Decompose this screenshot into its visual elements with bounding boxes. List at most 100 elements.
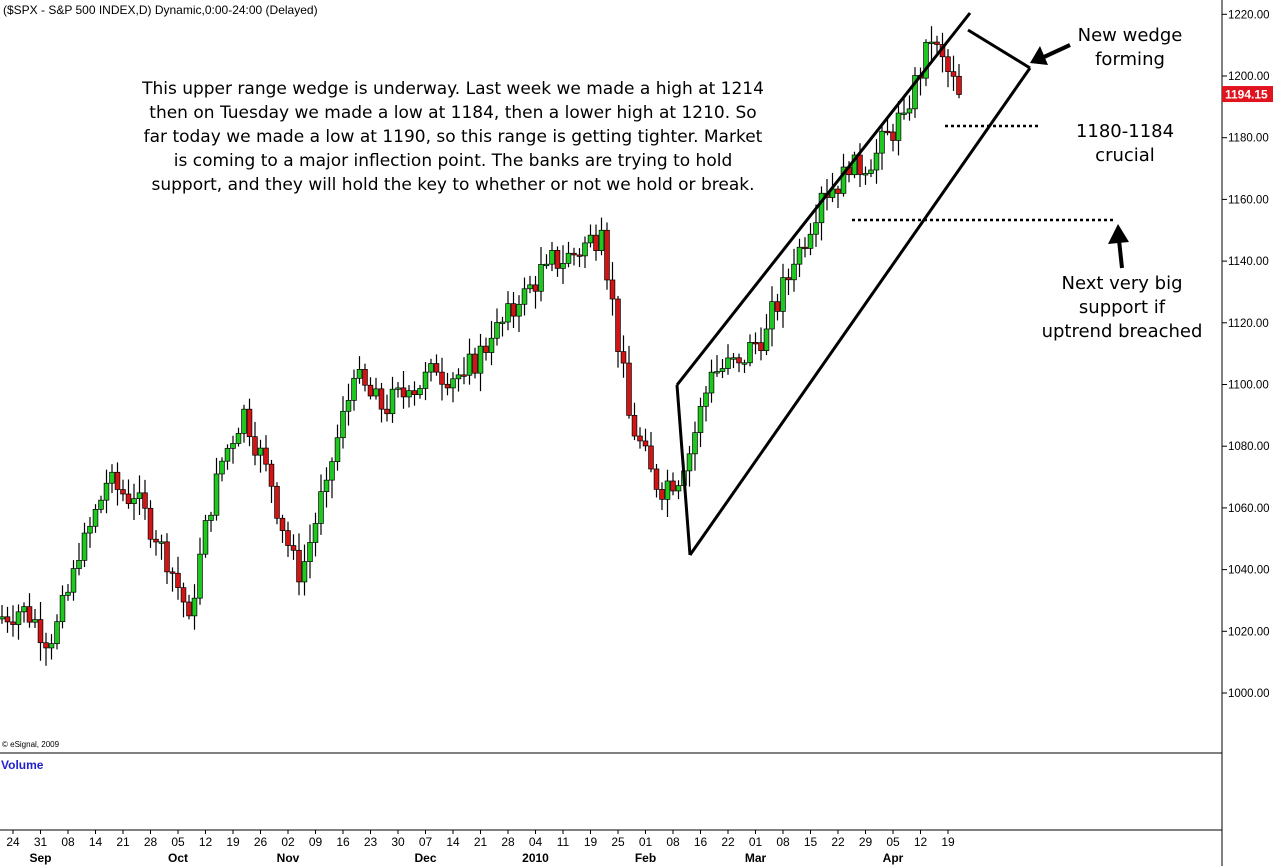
- candle-up: [48, 643, 55, 649]
- y-tick-label: 1120.00: [1228, 318, 1269, 330]
- candle-up: [879, 130, 885, 154]
- x-tick-label: 29: [859, 835, 873, 849]
- candle-up: [505, 303, 511, 323]
- candle-up: [499, 321, 506, 324]
- candle-down: [956, 75, 962, 95]
- candle-up: [21, 606, 27, 613]
- candle-down: [433, 363, 440, 373]
- support-arrow: [1108, 224, 1129, 269]
- x-tick-label: 19: [226, 835, 240, 849]
- commentary-line: is coming to a major inflection point. T…: [174, 151, 733, 171]
- candle-up: [714, 371, 720, 374]
- candle-up: [488, 337, 495, 353]
- candle-down: [554, 250, 561, 269]
- candle-down: [164, 541, 170, 573]
- candles-group: [0, 26, 962, 666]
- candle-down: [411, 390, 418, 396]
- candle-up: [664, 480, 671, 500]
- candle-up: [730, 357, 737, 360]
- y-tick-label: 1220.00: [1228, 9, 1270, 21]
- candle-down: [268, 463, 275, 487]
- x-tick-label: 16: [336, 835, 350, 849]
- x-tick-label: 08: [776, 835, 790, 849]
- commentary-line: support, and they will hold the key to w…: [152, 175, 755, 195]
- candle-up: [406, 390, 412, 398]
- x-month-label: Dec: [414, 851, 436, 865]
- candle-down: [604, 229, 610, 281]
- candle-up: [450, 378, 456, 389]
- candle-up: [81, 532, 88, 561]
- candle-up: [230, 443, 236, 449]
- candle-down: [659, 489, 665, 500]
- candle-up: [395, 387, 401, 390]
- candle-up: [15, 611, 22, 625]
- candle-up: [692, 432, 698, 455]
- x-tick-label: 23: [364, 835, 378, 849]
- candle-down: [263, 447, 269, 465]
- volume-pane-label: Volume: [1, 758, 44, 772]
- x-tick-label: 08: [61, 835, 75, 849]
- candle-up: [543, 263, 550, 267]
- candle-up: [598, 229, 605, 251]
- y-tick-label: 1020.00: [1228, 626, 1270, 638]
- candle-up: [0, 616, 5, 620]
- x-tick-label: 12: [199, 835, 213, 849]
- candle-up: [466, 353, 473, 376]
- candle-up: [807, 233, 814, 249]
- x-tick-label: 05: [886, 835, 900, 849]
- candle-up: [87, 525, 93, 534]
- candle-down: [4, 616, 11, 623]
- candle-down: [785, 277, 792, 281]
- candle-down: [26, 606, 33, 623]
- y-tick-label: 1200.00: [1228, 71, 1270, 83]
- x-tick-label: 16: [694, 835, 708, 849]
- candle-up: [725, 357, 731, 369]
- channel-lower-line: [688, 67, 1032, 556]
- candle-down: [648, 445, 654, 470]
- candle-down: [362, 369, 368, 386]
- candle-up: [455, 374, 462, 380]
- x-month-label: Feb: [635, 851, 656, 865]
- wedge-arrow: [1030, 43, 1071, 65]
- candle-down: [120, 489, 126, 495]
- candle-up: [224, 448, 231, 462]
- candle-down: [890, 131, 896, 141]
- candle-up: [307, 542, 313, 562]
- y-axis: 1000.00 1020.00 1040.00 1060.00 1080.00 1100.…: [1222, 9, 1270, 700]
- candle-down: [125, 493, 132, 505]
- x-tick-label: 21: [474, 835, 488, 849]
- candle-down: [857, 154, 863, 175]
- candle-up: [373, 388, 379, 397]
- x-tick-label: 05: [171, 835, 185, 849]
- candle-down: [774, 301, 781, 312]
- candle-down: [642, 440, 649, 447]
- candle-up: [675, 485, 682, 492]
- candle-up: [213, 473, 220, 516]
- x-tick-label: 01: [749, 835, 763, 849]
- candle-down: [934, 41, 940, 45]
- candle-down: [593, 234, 599, 251]
- x-tick-label: 24: [6, 835, 20, 849]
- candle-up: [323, 479, 330, 492]
- x-tick-label: 07: [419, 835, 433, 849]
- candle-up: [417, 388, 423, 396]
- candle-down: [653, 468, 660, 490]
- candle-up: [686, 453, 693, 472]
- candle-up: [389, 388, 396, 415]
- candle-up: [538, 264, 544, 292]
- x-tick-label: 30: [391, 835, 405, 849]
- channel-left-edge: [675, 384, 692, 556]
- candle-up: [340, 410, 346, 439]
- x-tick-label: 15: [804, 835, 818, 849]
- candle-up: [208, 514, 214, 521]
- candle-down: [367, 384, 374, 397]
- candle-down: [758, 342, 764, 352]
- candle-up: [697, 405, 704, 433]
- annotation-support-line3: uptrend breached: [1042, 321, 1203, 342]
- commentary-line: This upper range wedge is underway. Last…: [141, 79, 764, 99]
- candle-down: [626, 362, 632, 416]
- candle-down: [884, 130, 891, 134]
- x-tick-label: 02: [281, 835, 295, 849]
